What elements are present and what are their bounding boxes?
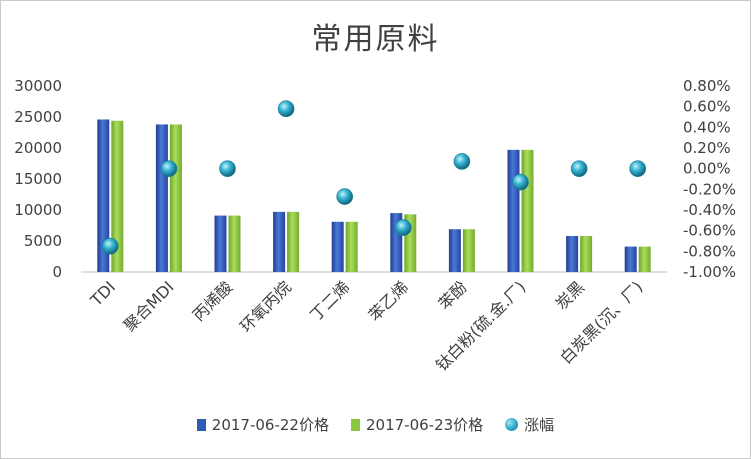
y-right-tick-label: -0.60%	[683, 222, 736, 240]
bar-series-2	[521, 149, 534, 272]
bar-series-2	[228, 215, 241, 272]
x-category-label: 丙烯酸	[189, 277, 236, 324]
bar-series-1	[624, 246, 637, 272]
y-right-tick-label: 0.40%	[683, 118, 731, 136]
legend-label-series-1: 2017-06-22价格	[211, 416, 329, 434]
scatter-point-series-3	[277, 100, 295, 118]
scatter-point-series-3	[570, 160, 588, 177]
x-category-label: 环氧丙烷	[236, 277, 295, 336]
y-right-tick-label: 0.60%	[683, 98, 731, 116]
legend-item-series-3: 涨幅	[505, 414, 554, 435]
y-right-tick-label: -0.80%	[683, 242, 736, 260]
y-right-tick-label: 0.80%	[683, 77, 731, 95]
bar-series-2	[638, 246, 651, 272]
bar-series-2	[462, 229, 475, 272]
scatter-point-series-3	[336, 188, 354, 205]
x-category-label: TDI	[86, 277, 119, 310]
legend-label-series-3: 涨幅	[524, 416, 555, 434]
chart-legend: 2017-06-22价格 2017-06-23价格 涨幅	[0, 414, 751, 435]
bar-series-1	[273, 211, 286, 272]
bar-series-1	[331, 221, 344, 272]
bar-series-1	[214, 215, 227, 272]
bar-series-2	[580, 236, 593, 272]
y-right-tick-label: -0.40%	[683, 201, 736, 219]
chart-title: 常用原料	[311, 22, 440, 57]
y-left-tick-label: 30000	[14, 77, 62, 95]
legend-swatch-series-2	[350, 418, 360, 431]
scatter-point-series-3	[453, 153, 471, 170]
y-right-tick-label: 0.00%	[683, 160, 731, 178]
bar-series-1	[566, 236, 579, 272]
legend-swatch-series-1	[196, 418, 206, 431]
bar-series-2	[111, 120, 124, 272]
bar-series-2	[287, 211, 300, 272]
bar-series-1	[507, 149, 520, 272]
x-category-label: 苯乙烯	[365, 277, 412, 324]
x-category-label: 聚合MDI	[120, 277, 178, 335]
scatter-point-series-3	[102, 237, 119, 255]
y-right-tick-label: -0.20%	[683, 180, 736, 198]
x-category-label: 苯酚	[435, 277, 471, 313]
scatter-point-series-3	[160, 160, 178, 177]
legend-item-series-2: 2017-06-23价格	[350, 414, 484, 435]
y-left-tick-label: 20000	[14, 139, 62, 157]
scatter-point-series-3	[394, 219, 412, 236]
y-right-tick-label: 0.20%	[683, 139, 731, 157]
y-left-tick-label: 25000	[14, 108, 62, 126]
x-category-label: 炭黑	[552, 277, 588, 313]
bar-series-1	[155, 124, 168, 272]
scatter-point-series-3	[512, 173, 529, 191]
legend-item-series-1: 2017-06-22价格	[196, 414, 329, 435]
x-category-label: 丁二烯	[306, 277, 353, 324]
y-left-tick-label: 10000	[14, 201, 62, 219]
bar-series-2	[169, 124, 182, 272]
y-left-tick-label: 15000	[14, 170, 62, 188]
y-right-tick-label: -1.00%	[683, 263, 736, 281]
scatter-point-series-3	[629, 160, 647, 177]
legend-label-series-2: 2017-06-23价格	[365, 416, 484, 434]
bar-series-1	[97, 119, 110, 272]
legend-swatch-series-3	[505, 418, 519, 431]
y-left-tick-label: 0	[52, 263, 62, 281]
y-left-tick-label: 5000	[24, 232, 62, 250]
bar-series-1	[448, 229, 461, 272]
scatter-point-series-3	[219, 160, 236, 177]
bar-series-2	[345, 221, 358, 272]
